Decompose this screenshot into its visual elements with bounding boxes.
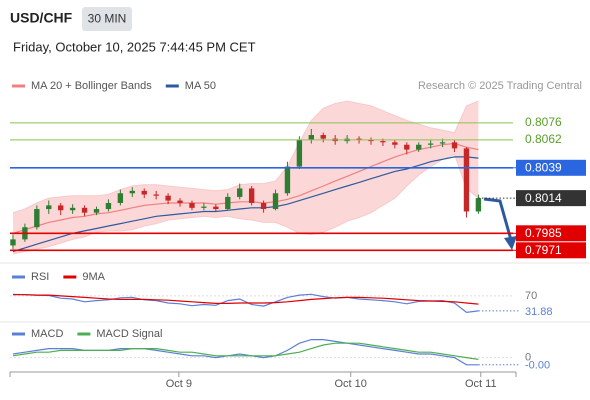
candle-body (451, 142, 458, 149)
candle-body (248, 188, 255, 203)
candle-body (416, 144, 422, 150)
indicator-line (12, 142, 479, 234)
current-value-label: -0.00 (525, 360, 550, 372)
interval-button[interactable] (82, 7, 132, 31)
timestamp: Friday, October 10, 2025 7:44:45 PM CET (13, 39, 256, 54)
legend-label: MA 20 + Bollinger Bands (31, 80, 152, 92)
price-level-label: 0.7971 (525, 243, 562, 257)
legend-label: MA 50 (185, 80, 216, 92)
candle-body (129, 190, 135, 194)
forecast-arrow (483, 197, 513, 241)
candle-body (260, 202, 267, 210)
legend-swatch (77, 332, 91, 336)
symbol: USD/CHF (10, 10, 73, 26)
indicator-line (12, 293, 479, 314)
forecast-arrowhead (504, 236, 517, 250)
indicator-line (13, 294, 479, 305)
candle-body (308, 135, 315, 140)
candle-body (93, 209, 100, 213)
candle-body (117, 193, 124, 203)
current-price-box (516, 190, 586, 207)
price-level-label: 0.8039 (525, 160, 562, 174)
x-tick-label: Oct 9 (166, 378, 192, 390)
candle-body (10, 239, 16, 246)
candle-body (213, 206, 219, 210)
bollinger-band (13, 101, 479, 254)
legend-swatch (12, 275, 25, 279)
candle-body (69, 207, 76, 211)
bollinger-lower (12, 153, 479, 255)
price-level-box (516, 225, 586, 242)
y-tick-label: 0 (525, 352, 531, 364)
y-tick-label: 70 (525, 290, 537, 302)
candle-body (177, 200, 183, 203)
candle-body (284, 166, 291, 194)
candle-body (141, 190, 147, 195)
legend-label: 9MA (82, 271, 105, 283)
candle-body (475, 198, 482, 212)
current-value-label: 31.88 (525, 306, 553, 318)
credit: Research © 2025 Trading Central (418, 80, 582, 92)
candle-body (296, 139, 303, 167)
x-tick-label: Oct 10 (334, 378, 366, 390)
candle-body (320, 135, 326, 139)
candle-body (439, 142, 446, 144)
legend-swatch (12, 84, 25, 88)
price-level-box (516, 159, 586, 176)
candle-body (237, 188, 243, 197)
candle-body (427, 143, 434, 145)
indicator-line (12, 339, 479, 366)
candle-body (46, 205, 52, 210)
price-level-label: 0.8062 (525, 132, 562, 146)
candle-body (404, 144, 410, 150)
legend-swatch (63, 275, 77, 279)
candle-body (225, 196, 231, 210)
candle-body (272, 193, 279, 210)
bollinger-upper (12, 100, 479, 214)
candle-body (189, 202, 195, 208)
price-plot (10, 100, 482, 255)
x-tick-label: Oct 11 (465, 378, 497, 390)
indicator-line (12, 342, 479, 360)
candle-body (201, 206, 207, 208)
candle-body (153, 194, 159, 196)
legend-swatch (165, 84, 179, 88)
legend-label: MACD (31, 328, 63, 340)
candle-body (165, 195, 171, 201)
candle-body (463, 148, 470, 212)
indicator-line (12, 156, 479, 253)
price-level-label: 0.8076 (525, 115, 562, 129)
legend-label: MACD Signal (96, 328, 162, 340)
candle-body (380, 141, 386, 143)
current-price-label: 0.8014 (525, 191, 562, 205)
candle-body (356, 138, 362, 140)
candle-body (34, 209, 40, 228)
candle-body (81, 207, 88, 213)
candle-body (105, 202, 112, 210)
interval-label[interactable]: 30 MIN (88, 12, 127, 26)
price-level-box (516, 242, 586, 259)
candle-body (368, 139, 374, 142)
price-level-label: 0.7985 (525, 226, 562, 240)
candle-body (392, 142, 398, 145)
candle-body (58, 205, 64, 211)
legend-swatch (12, 332, 25, 336)
legend-label: RSI (31, 271, 49, 283)
